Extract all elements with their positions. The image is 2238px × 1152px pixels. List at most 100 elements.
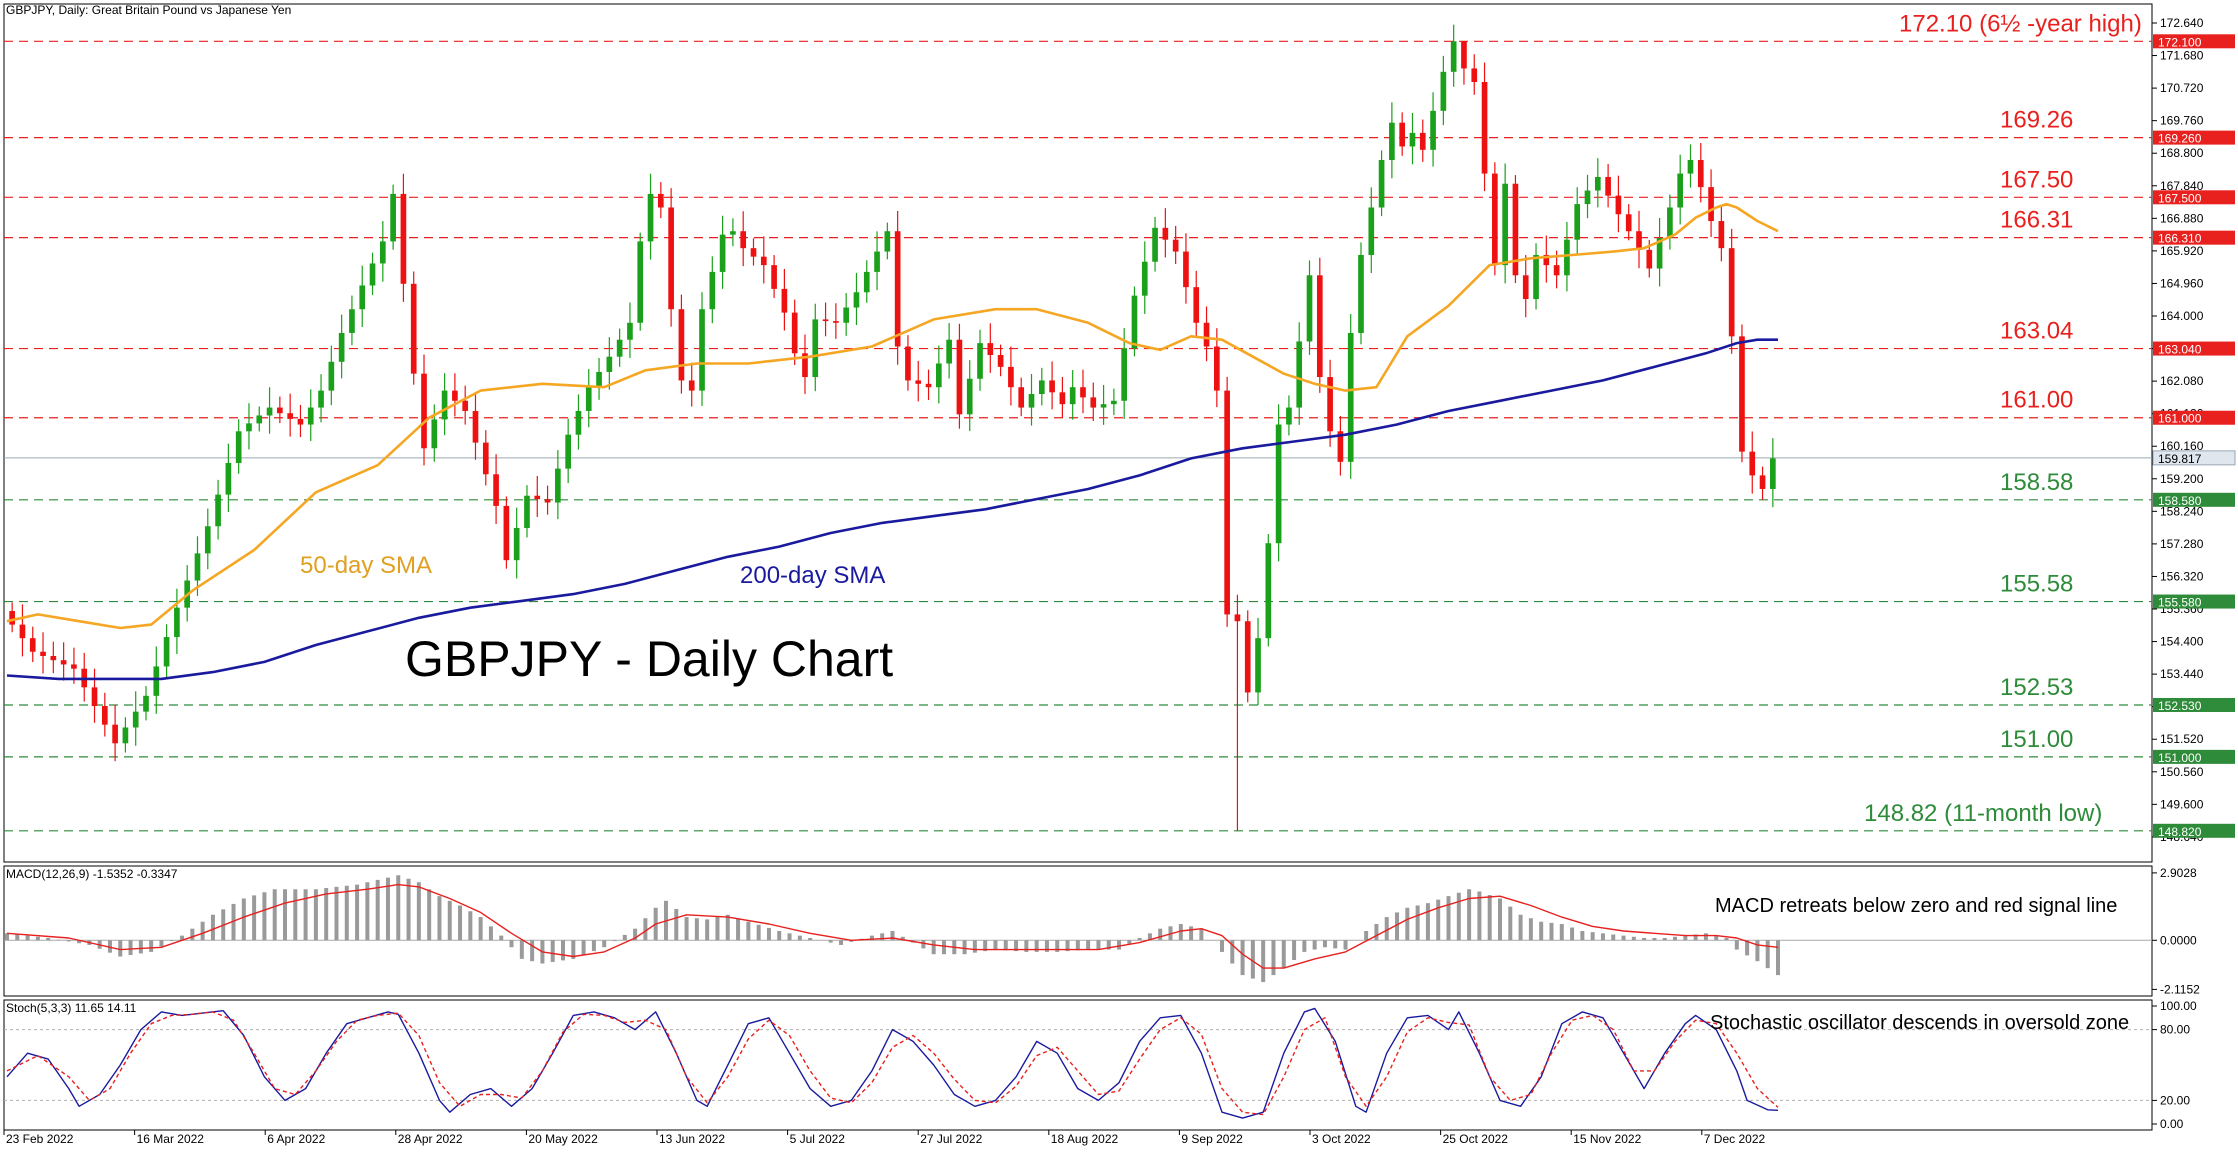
candle-body	[575, 410, 582, 435]
candle	[1492, 162, 1498, 276]
candle	[730, 218, 736, 247]
candle	[1667, 194, 1673, 250]
candle	[513, 507, 520, 579]
candle	[1234, 594, 1241, 831]
candle	[585, 369, 592, 428]
sma50-label: 50-day SMA	[300, 552, 432, 579]
candle-body	[1255, 638, 1261, 693]
candle	[977, 329, 983, 391]
panel-frame-2	[3, 865, 2153, 997]
stoch-axis-label: 100.00	[2160, 999, 2197, 1013]
candle	[503, 496, 510, 569]
price-axis-label: 162.080	[2160, 374, 2204, 388]
candle-body	[719, 234, 726, 272]
candle	[163, 624, 170, 678]
candle-body	[390, 193, 396, 242]
candle-body	[60, 660, 67, 665]
stoch-annotation: Stochastic oscillator descends in overso…	[1710, 1012, 2129, 1034]
candle-body	[256, 415, 263, 424]
level-tag-label: 158.580	[2158, 494, 2202, 508]
candle	[307, 389, 314, 441]
candle	[1214, 328, 1220, 408]
candle-body	[1049, 380, 1055, 393]
candle-body	[966, 378, 973, 415]
candle-body	[791, 312, 798, 354]
candle	[400, 173, 407, 302]
candle	[225, 443, 232, 512]
price-axis-label: 151.520	[2160, 732, 2204, 746]
candle-body	[1522, 275, 1529, 300]
level-tag-bg	[2153, 492, 2235, 507]
candle-body	[1028, 394, 1035, 408]
candle-body	[1152, 227, 1158, 262]
level-annotation-resistance: 169.26	[2000, 107, 2073, 134]
candle	[1255, 617, 1261, 705]
level-tag-label: 161.000	[2158, 412, 2202, 426]
candle-body	[874, 251, 880, 272]
candle	[1409, 113, 1416, 165]
candle-body	[1265, 543, 1272, 639]
level-annotation-support: 148.82 (11-month low)	[1864, 800, 2102, 827]
candle-body	[1162, 227, 1169, 240]
macd-axis-label: 2.9028	[2160, 866, 2197, 880]
level-tag-bg	[2153, 823, 2235, 838]
candle-body	[699, 309, 705, 391]
candle	[266, 387, 273, 434]
candle	[544, 485, 551, 515]
macd-axis-label: -2.1152	[2160, 982, 2200, 996]
price-axis-label: 153.440	[2160, 667, 2204, 681]
candle	[843, 293, 849, 336]
sma200-label: 200-day SMA	[740, 562, 885, 589]
candle	[318, 374, 324, 423]
candle-body	[143, 695, 149, 712]
candle-body	[1471, 68, 1478, 82]
candle	[19, 604, 26, 657]
candle-body	[204, 526, 211, 554]
candle	[1059, 377, 1066, 418]
candle-body	[318, 390, 324, 408]
candle	[1038, 367, 1045, 406]
candle	[174, 588, 180, 655]
candle	[1275, 404, 1282, 562]
candle-body	[1697, 160, 1704, 188]
candle-body	[1286, 407, 1292, 425]
candle	[122, 717, 129, 753]
chart-title: GBPJPY - Daily Chart	[405, 631, 893, 687]
candle-body	[194, 553, 201, 581]
candle	[1749, 431, 1756, 494]
price-axis-label: 150.560	[2160, 765, 2204, 779]
candle	[472, 391, 479, 460]
candle	[719, 215, 726, 289]
candle-body	[369, 263, 376, 286]
candle	[1533, 243, 1539, 310]
date-axis-label: 5 Jul 2022	[790, 1132, 846, 1146]
candle-body	[1461, 41, 1467, 69]
candle	[1708, 169, 1714, 238]
date-axis-label: 18 Aug 2022	[1051, 1132, 1119, 1146]
candle	[1100, 384, 1107, 425]
candle-body	[1615, 195, 1622, 215]
date-axis-label: 28 Apr 2022	[398, 1132, 463, 1146]
candle	[1337, 416, 1344, 476]
candle-body	[29, 638, 36, 652]
price-axis-label: 154.400	[2160, 635, 2204, 649]
price-axis-label: 168.800	[2160, 146, 2204, 160]
chart-header: GBPJPY, Daily: Great Britain Pound vs Ja…	[6, 3, 291, 17]
candle	[771, 255, 777, 298]
level-tag-bg	[2153, 190, 2235, 205]
candle-body	[1759, 475, 1766, 489]
candle	[1358, 242, 1364, 345]
candle	[60, 642, 67, 681]
sma50-line	[6, 202, 1779, 630]
price-axis-label: 160.160	[2160, 439, 2204, 453]
candle	[132, 691, 139, 746]
candle-body	[163, 637, 170, 667]
candle	[863, 260, 870, 303]
level-annotation-support: 152.53	[2000, 674, 2073, 701]
level-tag-bg	[2153, 341, 2235, 356]
candle-body	[894, 231, 901, 347]
level-annotation-support: 155.58	[2000, 571, 2073, 598]
candle	[1728, 228, 1735, 354]
candle	[204, 508, 211, 570]
candle	[369, 252, 376, 296]
